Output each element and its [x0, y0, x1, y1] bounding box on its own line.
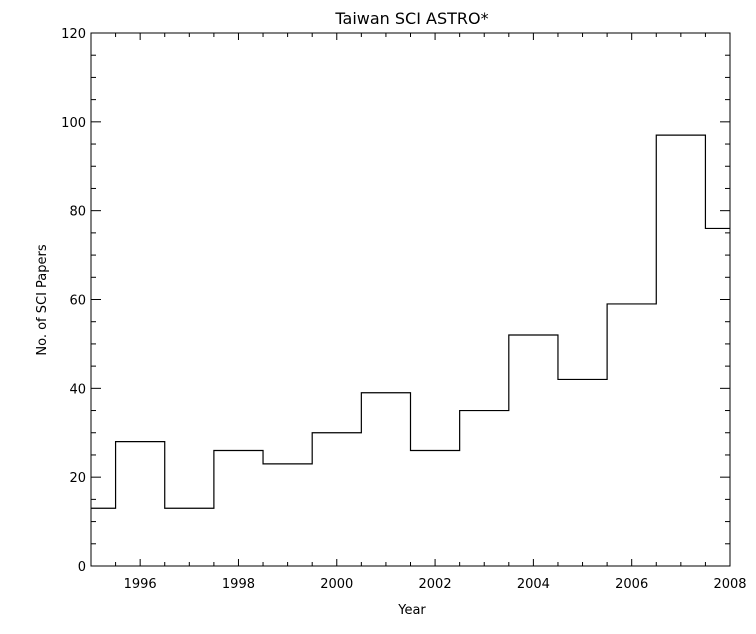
x-tick-label: 2004	[517, 577, 550, 592]
x-tick-label: 2002	[419, 577, 452, 592]
y-tick-label: 60	[69, 294, 86, 309]
y-tick-label: 100	[61, 116, 86, 131]
x-tick-label: 2006	[615, 577, 648, 592]
x-tick-label: 1998	[222, 577, 255, 592]
chart-title: Taiwan SCI ASTRO*	[334, 9, 488, 28]
plot-area: 1996 1998 2000 2002 2004 2006 2008 0 20 40 60 80 100…	[61, 27, 746, 592]
y-tick-label: 80	[69, 205, 86, 220]
y-tick-label: 0	[78, 560, 86, 575]
y-tick-label: 120	[61, 27, 86, 42]
x-axis-label: Year	[397, 603, 426, 618]
y-axis-label: No. of SCI Papers	[35, 244, 50, 355]
y-tick-label: 20	[69, 471, 86, 486]
series-step-line	[91, 134, 730, 509]
x-tick-label: 1996	[124, 577, 157, 592]
x-tick-label: 2008	[713, 577, 746, 592]
x-tick-label: 2000	[320, 577, 353, 592]
plot-frame	[90, 32, 731, 567]
y-tick-label: 40	[69, 382, 86, 397]
